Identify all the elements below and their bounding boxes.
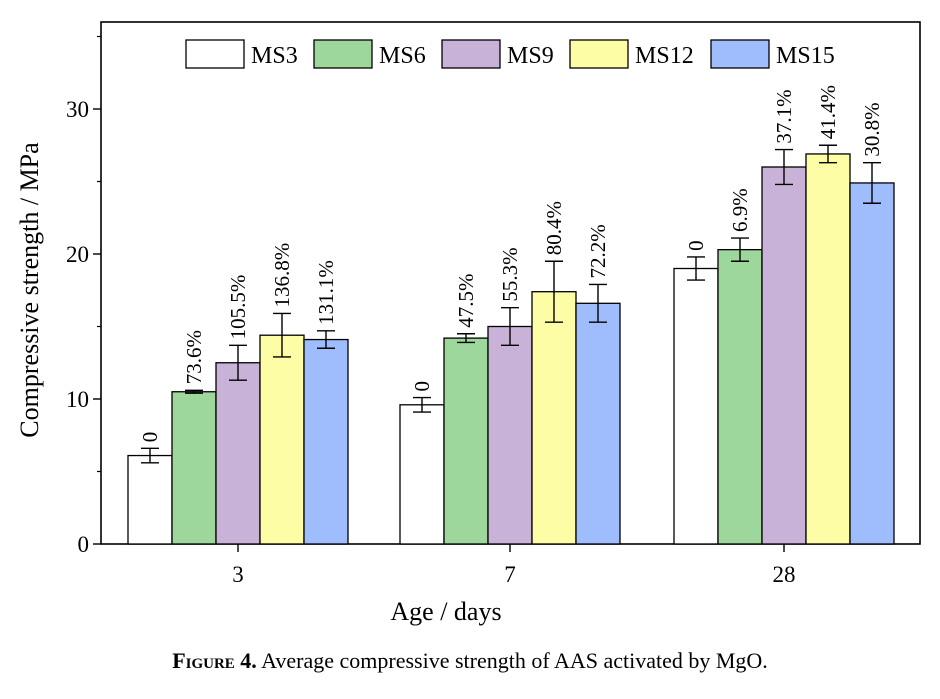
bar <box>303 338 349 545</box>
caption-text: Average compressive strength of AAS acti… <box>261 648 768 673</box>
bar <box>575 302 621 545</box>
legend-label: MS15 <box>776 43 835 69</box>
legend-label: MS12 <box>635 43 694 69</box>
y-axis-label: Compressive strength / MPa <box>15 142 44 438</box>
y-tick-label: 30 <box>66 97 89 122</box>
y-tick-label: 10 <box>66 387 89 412</box>
legend-label: MS3 <box>251 43 298 69</box>
bar <box>673 267 719 545</box>
data-label: 131.1% <box>314 260 338 325</box>
bar <box>127 454 173 545</box>
data-label: 47.5% <box>454 274 478 328</box>
bar <box>443 337 489 545</box>
legend-label: MS6 <box>379 43 426 69</box>
bar <box>531 291 577 545</box>
data-label: 37.1% <box>772 89 796 143</box>
legend-swatch <box>313 39 373 69</box>
bar <box>761 166 807 545</box>
x-tick-label: 7 <box>504 562 516 587</box>
bar <box>171 391 217 545</box>
legend-label: MS9 <box>507 43 554 69</box>
data-label: 0 <box>138 432 162 443</box>
bar <box>215 362 261 545</box>
data-label: 72.2% <box>586 224 610 278</box>
figure-caption: Figure 4. Average compressive strength o… <box>0 648 940 674</box>
bar <box>259 334 305 545</box>
data-label: 105.5% <box>226 275 250 340</box>
legend-swatch <box>185 39 245 69</box>
y-tick-label: 20 <box>66 242 89 267</box>
bar <box>849 182 895 545</box>
bar-chart: 0 73.6% 105.5% 136.8% 131.1% 0 47.5% 55.3% 80.4%… <box>15 21 921 626</box>
x-tick-label: 28 <box>773 562 796 587</box>
bar <box>487 325 533 545</box>
bar <box>399 404 445 545</box>
legend-swatch <box>710 39 770 69</box>
x-tick-label: 3 <box>232 562 244 587</box>
data-label: 0 <box>410 381 434 392</box>
legend: MS3 MS6 MS9 MS12 MS15 <box>185 39 835 69</box>
data-label: 41.4% <box>816 85 840 139</box>
x-axis-label: Age / days <box>390 597 501 626</box>
data-label: 30.8% <box>860 102 884 156</box>
data-label: 136.8% <box>270 243 294 308</box>
data-label: 6.9% <box>728 188 752 232</box>
bar <box>717 248 763 545</box>
data-label: 73.6% <box>182 330 206 384</box>
bar <box>805 153 851 545</box>
data-label: 80.4% <box>542 201 566 255</box>
data-label: 0 <box>684 240 708 251</box>
caption-label: Figure 4. <box>172 648 257 673</box>
bars: 0 73.6% 105.5% 136.8% 131.1% 0 47.5% 55.3% 80.4%… <box>127 85 895 545</box>
y-tick-label: 0 <box>78 532 90 557</box>
data-label: 55.3% <box>498 247 522 301</box>
legend-swatch <box>569 39 629 69</box>
legend-swatch <box>441 39 501 69</box>
axes: 0 10 20 30 3 7 28 <box>66 35 796 587</box>
